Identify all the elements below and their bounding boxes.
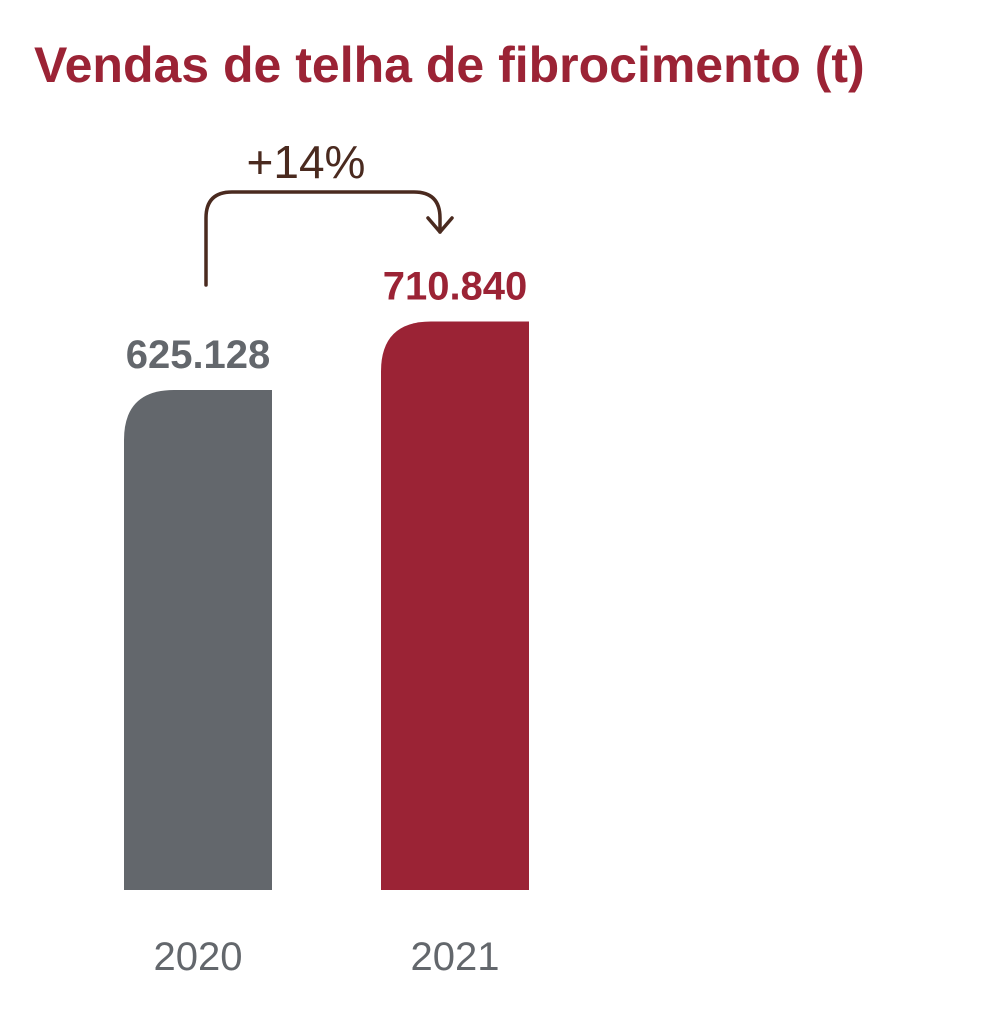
category-label-2021: 2021 bbox=[411, 935, 500, 979]
bar-2021 bbox=[381, 321, 529, 890]
category-label-2020: 2020 bbox=[154, 935, 243, 979]
growth-percent-label: +14% bbox=[247, 136, 366, 188]
category-labels-layer: 2020 2021 bbox=[154, 935, 500, 979]
growth-annotation: +14% bbox=[204, 136, 454, 287]
chart-title: Vendas de telha de fibrocimento (t) bbox=[34, 37, 865, 93]
bars-layer bbox=[124, 321, 529, 890]
value-label-2020: 625.128 bbox=[126, 333, 271, 377]
value-labels-layer: 625.128 710.840 bbox=[126, 264, 528, 377]
value-label-2021: 710.840 bbox=[383, 264, 528, 308]
growth-arrowhead-icon bbox=[426, 216, 454, 234]
growth-arrow bbox=[204, 190, 442, 287]
bar-2020 bbox=[124, 390, 272, 890]
